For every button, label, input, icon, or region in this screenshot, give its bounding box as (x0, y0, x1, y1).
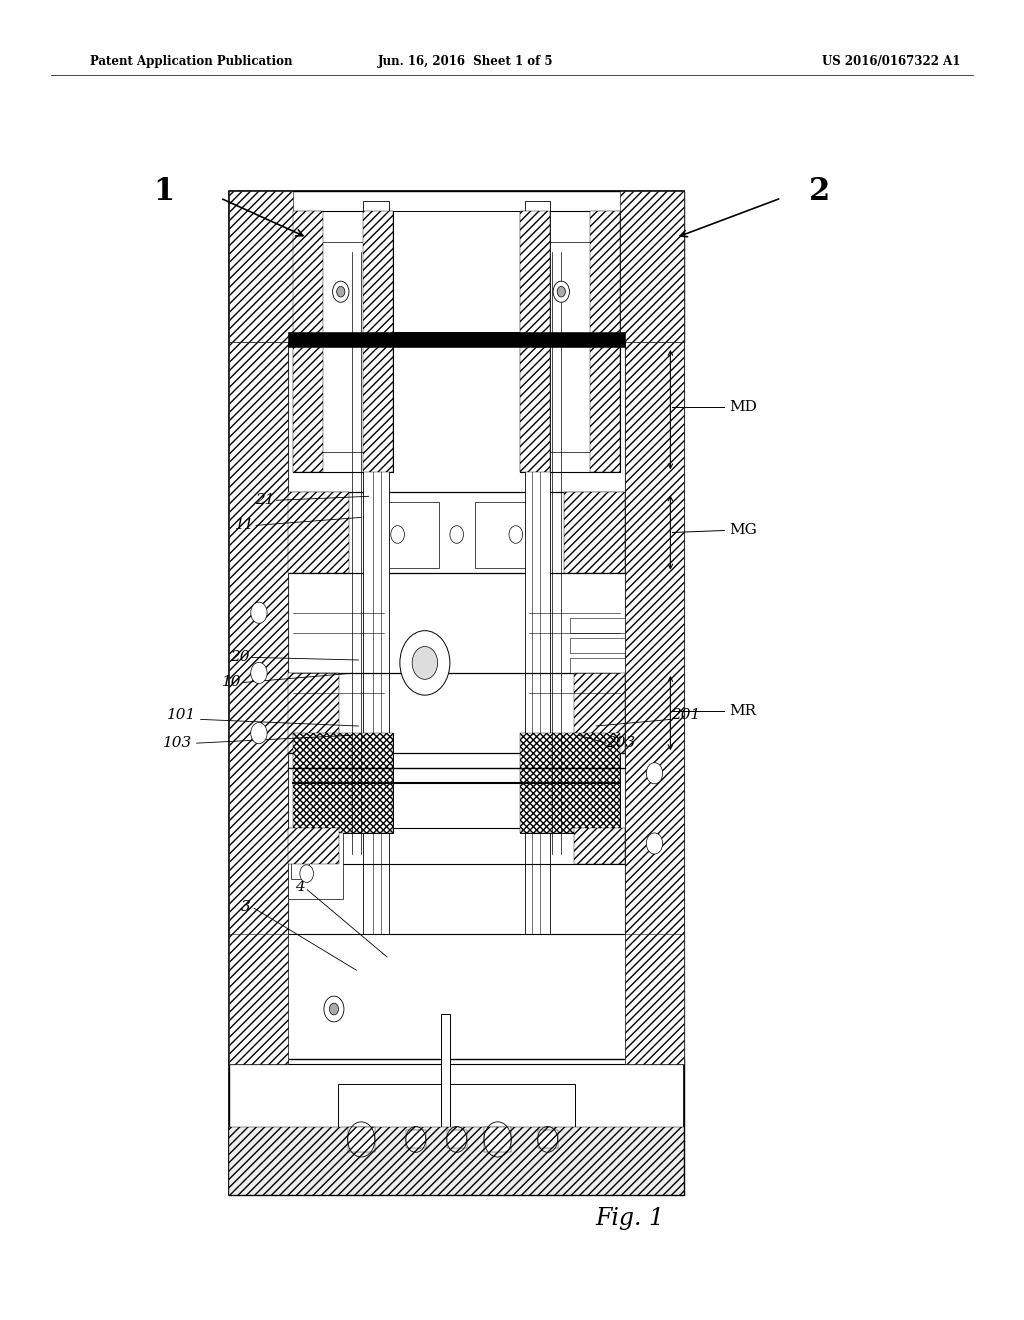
Bar (289, 211, 625, 331)
Bar (293, 211, 393, 473)
Bar (229, 933, 684, 1064)
Bar (293, 733, 393, 833)
Bar (291, 849, 309, 879)
Text: 4: 4 (295, 880, 305, 894)
Bar (537, 242, 600, 453)
Text: 203: 203 (606, 737, 636, 750)
Bar (550, 267, 572, 317)
Circle shape (646, 833, 663, 854)
Bar (564, 492, 625, 573)
Bar (229, 1059, 684, 1195)
Bar (440, 1014, 450, 1195)
Bar (289, 492, 625, 573)
Bar (520, 733, 621, 833)
Circle shape (251, 602, 267, 623)
Text: MR: MR (729, 704, 757, 718)
Bar (229, 342, 289, 1064)
Bar (570, 618, 625, 632)
Bar (520, 211, 550, 473)
Text: 10: 10 (222, 676, 242, 689)
Bar (371, 503, 438, 568)
Text: 3: 3 (241, 900, 251, 913)
Text: 103: 103 (163, 737, 193, 750)
Circle shape (646, 763, 663, 784)
Bar (229, 342, 289, 1064)
Bar (531, 281, 540, 1064)
Text: 201: 201 (671, 709, 700, 722)
Bar (364, 202, 388, 1064)
Bar (295, 763, 341, 824)
Bar (364, 211, 393, 473)
Circle shape (333, 281, 349, 302)
Bar (621, 191, 684, 342)
Circle shape (251, 722, 267, 743)
Bar (484, 1127, 511, 1152)
Bar (293, 211, 323, 473)
Circle shape (553, 281, 569, 302)
Circle shape (557, 286, 565, 297)
Circle shape (450, 525, 464, 544)
Bar (289, 829, 625, 863)
Text: 1: 1 (154, 176, 174, 207)
Text: 2: 2 (809, 176, 829, 207)
Bar (406, 1130, 426, 1148)
Text: Fig. 1: Fig. 1 (595, 1206, 665, 1230)
Bar (570, 657, 625, 673)
Text: MD: MD (729, 400, 758, 414)
Bar (289, 829, 339, 863)
Text: 101: 101 (167, 709, 197, 722)
Bar (591, 211, 621, 473)
Bar (330, 267, 352, 317)
Bar (574, 673, 625, 754)
Circle shape (337, 286, 345, 297)
Bar (347, 1127, 375, 1152)
Text: 21: 21 (255, 494, 274, 507)
Circle shape (412, 647, 437, 680)
Circle shape (330, 1003, 339, 1015)
Bar (570, 638, 625, 653)
Circle shape (251, 663, 267, 684)
Bar (520, 733, 621, 833)
Bar (625, 342, 684, 1064)
Bar (525, 202, 550, 1064)
Text: 11: 11 (234, 519, 254, 532)
Bar (229, 1127, 684, 1195)
Bar (289, 673, 625, 754)
Bar (293, 733, 393, 833)
Bar (289, 829, 343, 899)
Bar (229, 191, 293, 342)
Bar (229, 191, 684, 342)
Circle shape (324, 997, 344, 1022)
Circle shape (300, 865, 313, 882)
Bar (520, 211, 621, 473)
Text: MG: MG (729, 524, 758, 537)
Bar (289, 673, 339, 754)
Bar (229, 191, 684, 1195)
Circle shape (391, 525, 404, 544)
Circle shape (509, 525, 522, 544)
Bar (289, 492, 349, 573)
Text: Patent Application Publication: Patent Application Publication (90, 55, 293, 67)
Text: 20: 20 (230, 651, 250, 664)
Text: US 2016/0167322 A1: US 2016/0167322 A1 (821, 55, 961, 67)
Bar (339, 1084, 574, 1195)
Bar (373, 281, 381, 1064)
Text: Jun. 16, 2016  Sheet 1 of 5: Jun. 16, 2016 Sheet 1 of 5 (378, 55, 554, 67)
Bar (446, 1130, 467, 1148)
Bar (538, 1130, 558, 1148)
Bar (568, 763, 613, 824)
Bar (625, 342, 684, 1064)
Bar (229, 933, 289, 1064)
Circle shape (400, 631, 450, 696)
Bar (475, 503, 543, 568)
Bar (625, 933, 684, 1064)
Bar (574, 829, 625, 863)
Bar (289, 331, 625, 347)
Bar (309, 242, 373, 453)
